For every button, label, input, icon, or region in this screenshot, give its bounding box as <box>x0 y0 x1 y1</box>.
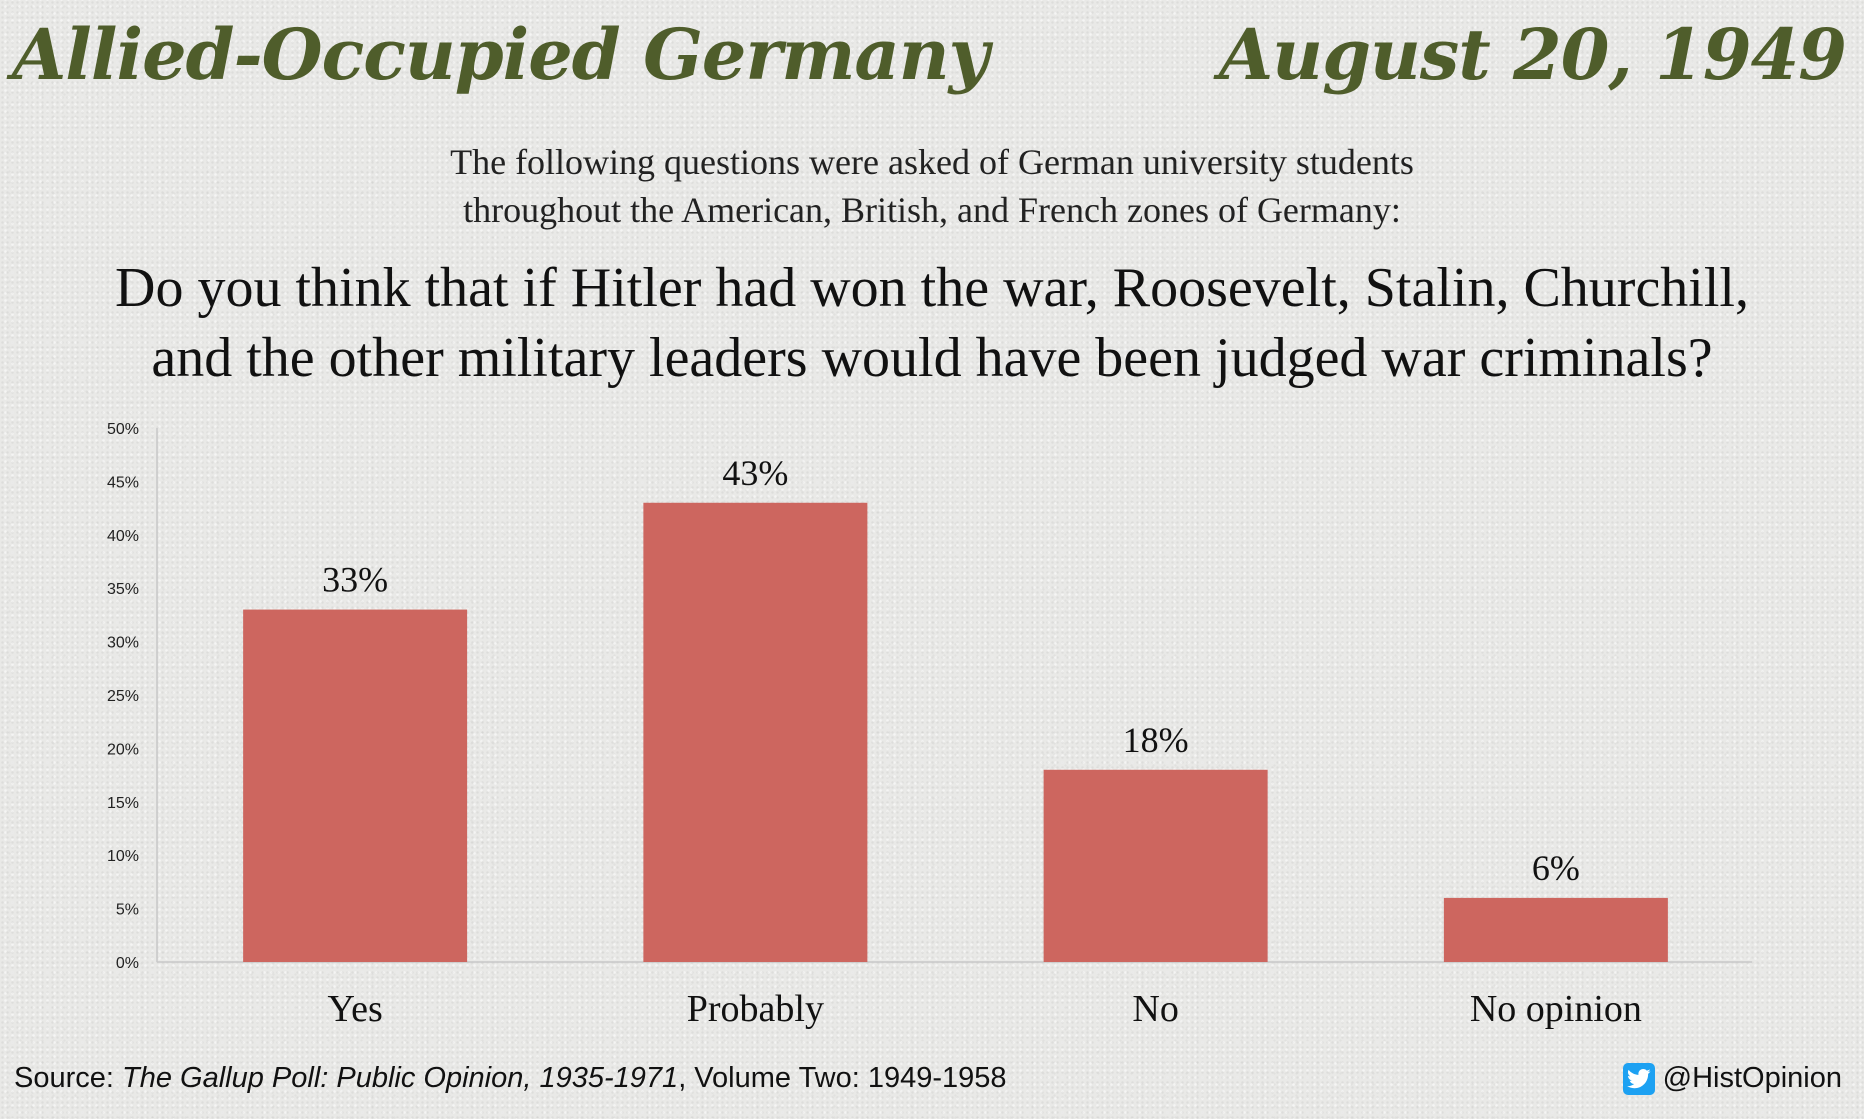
source-suffix: , Volume Two: 1949-1958 <box>678 1062 1007 1094</box>
category-labels: Yes Probably No No opinion <box>327 988 1641 1030</box>
bar-probably <box>643 502 868 962</box>
bar-yes <box>243 609 468 962</box>
y-tick-label: 15% <box>107 795 139 812</box>
bars <box>243 502 1668 962</box>
y-tick-label: 10% <box>107 848 139 865</box>
y-tick-label: 40% <box>107 528 139 545</box>
twitter-handle[interactable]: @HistOpinion <box>1622 1062 1842 1095</box>
category-label: Yes <box>327 988 382 1030</box>
bar-chart: 0% 5% 10% 15% 20% 25% 30% 35% 40% 45% 50% 33% 43% 18… <box>107 421 1752 1030</box>
intro-line-2: throughout the American, British, and Fr… <box>463 190 1401 230</box>
twitter-icon <box>1622 1062 1655 1095</box>
value-label: 18% <box>1123 720 1189 760</box>
y-tick-label: 30% <box>107 635 139 652</box>
y-tick-label: 35% <box>107 581 139 598</box>
value-label: 6% <box>1532 848 1580 888</box>
intro-line-1: The following questions were asked of Ge… <box>450 142 1414 182</box>
y-tick-label: 45% <box>107 474 139 491</box>
intro-text: The following questions were asked of Ge… <box>0 138 1864 234</box>
y-tick-label: 20% <box>107 741 139 758</box>
category-label: Probably <box>687 988 824 1030</box>
header-location: Allied-Occupied Germany <box>12 13 989 96</box>
question-line-2: and the other military leaders would hav… <box>151 327 1713 389</box>
handle-text: @HistOpinion <box>1662 1062 1842 1094</box>
value-label: 43% <box>722 453 788 493</box>
bar-no <box>1043 769 1268 962</box>
y-tick-label: 50% <box>107 421 139 438</box>
question-line-1: Do you think that if Hitler had won the … <box>115 257 1749 319</box>
source-title: The Gallup Poll: Public Opinion, 1935-19… <box>122 1062 679 1094</box>
category-label: No opinion <box>1470 988 1642 1030</box>
header-date: August 20, 1949 <box>1218 13 1847 96</box>
value-labels: 33% 43% 18% 6% <box>322 453 1580 888</box>
source-citation: Source: The Gallup Poll: Public Opinion,… <box>14 1062 1007 1095</box>
y-tick-label: 0% <box>116 955 139 972</box>
y-axis-ticks: 0% 5% 10% 15% 20% 25% 30% 35% 40% 45% 50% <box>107 421 139 972</box>
survey-question: Do you think that if Hitler had won the … <box>0 253 1864 393</box>
value-label: 33% <box>322 560 388 600</box>
y-tick-label: 25% <box>107 688 139 705</box>
y-tick-label: 5% <box>116 902 139 919</box>
source-prefix: Source: <box>14 1062 122 1094</box>
category-label: No <box>1132 988 1178 1030</box>
bar-no-opinion <box>1443 897 1668 962</box>
